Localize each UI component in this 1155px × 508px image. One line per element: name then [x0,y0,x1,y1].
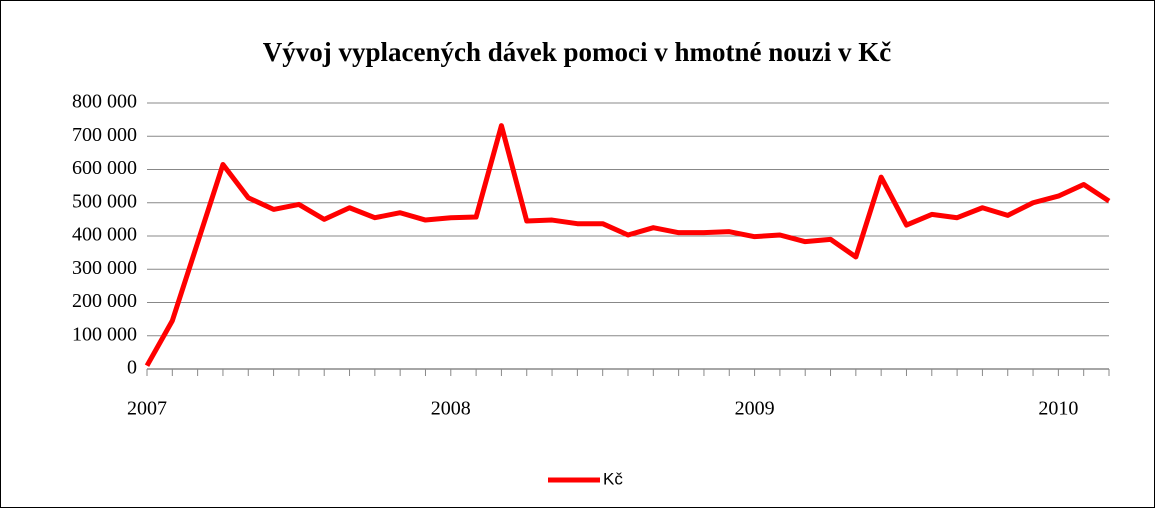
x-tick-label: 2008 [431,398,471,420]
y-tick-label: 600 000 [72,157,137,179]
legend-label: Kč [603,469,623,488]
y-tick-label: 800 000 [72,91,137,113]
y-tick-label: 200 000 [72,290,137,312]
y-tick-label: 100 000 [72,323,137,345]
y-tick-label: 0 [127,357,137,379]
x-tick-label: 2007 [127,398,167,420]
y-tick-label: 300 000 [72,257,137,279]
y-tick-label: 400 000 [72,224,137,246]
chart-title: Vývoj vyplacených dávek pomoci v hmotné … [263,37,892,67]
x-tick-label: 2009 [735,398,775,420]
data-line [144,123,1111,367]
x-tick-label: 2010 [1038,398,1078,420]
y-tick-label: 500 000 [72,190,137,212]
y-tick-label: 700 000 [72,124,137,146]
